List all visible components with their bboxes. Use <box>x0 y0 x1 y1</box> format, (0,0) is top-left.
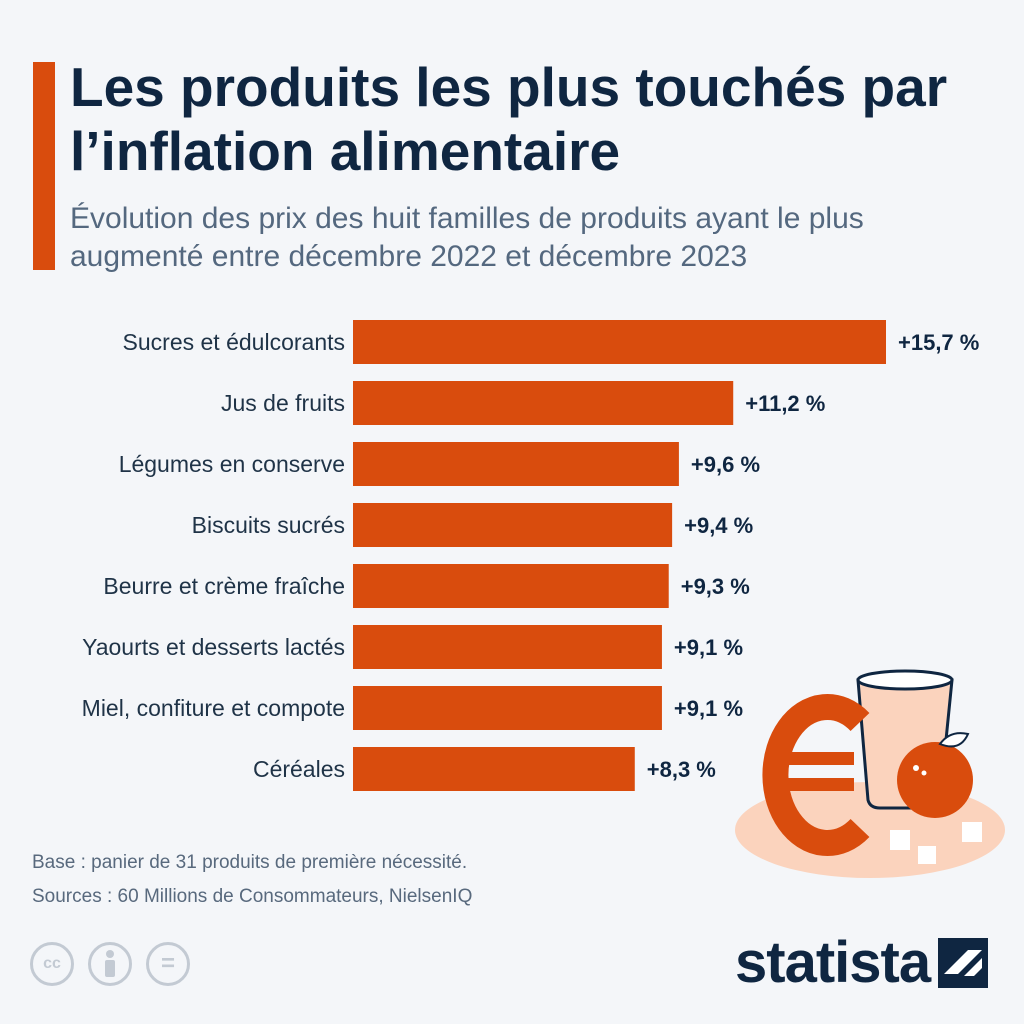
footer-base: Base : panier de 31 produits de première… <box>32 852 468 873</box>
footer-sources: Sources : 60 Millions de Consommateurs, … <box>32 886 473 907</box>
value-label: +9,4 % <box>684 513 753 538</box>
value-label: +15,7 % <box>898 330 979 355</box>
category-label: Yaourts et desserts lactés <box>82 634 345 660</box>
euro-icon <box>762 694 870 856</box>
brand-name: statista <box>735 930 931 995</box>
category-label: Biscuits sucrés <box>192 512 345 538</box>
bar <box>353 381 734 425</box>
bar <box>353 747 635 791</box>
brand[interactable]: statista <box>735 928 989 998</box>
cc-icon[interactable]: cc <box>30 942 74 986</box>
value-label: +9,6 % <box>691 452 760 477</box>
statista-logo-icon <box>938 938 989 988</box>
no-derivatives-icon[interactable]: = <box>146 942 190 986</box>
title-accent-bar <box>33 62 55 270</box>
value-label: +9,3 % <box>681 574 750 599</box>
value-label: +8,3 % <box>647 757 716 782</box>
value-label: +11,2 % <box>745 391 825 416</box>
food-illustration <box>735 669 1005 878</box>
sugar-cube-icon <box>918 846 936 864</box>
chart-subtitle: Évolution des prix des huit familles de … <box>70 202 864 273</box>
category-label: Légumes en conserve <box>119 451 345 477</box>
value-label: +9,1 % <box>674 635 743 660</box>
license-icons: cc = <box>30 942 190 986</box>
person-icon <box>105 950 115 977</box>
bar <box>353 564 669 608</box>
bar <box>353 686 662 730</box>
category-label: Miel, confiture et compote <box>82 695 345 721</box>
bar <box>353 320 886 364</box>
chart-title: Les produits les plus touchés par l’infl… <box>70 56 948 182</box>
bar <box>353 442 679 486</box>
category-label: Céréales <box>253 756 345 782</box>
orange-icon <box>897 732 973 818</box>
sugar-cube-icon <box>890 830 910 850</box>
attribution-icon[interactable] <box>88 942 132 986</box>
category-label: Sucres et édulcorants <box>123 329 345 355</box>
bar-chart: Sucres et édulcorants +15,7 % Jus de fruit… <box>82 320 979 791</box>
bar <box>353 503 673 547</box>
category-label: Beurre et crème fraîche <box>103 573 345 599</box>
value-label: +9,1 % <box>674 696 743 721</box>
sugar-cube-icon <box>962 822 982 842</box>
bar <box>353 625 662 669</box>
category-label: Jus de fruits <box>221 390 345 416</box>
